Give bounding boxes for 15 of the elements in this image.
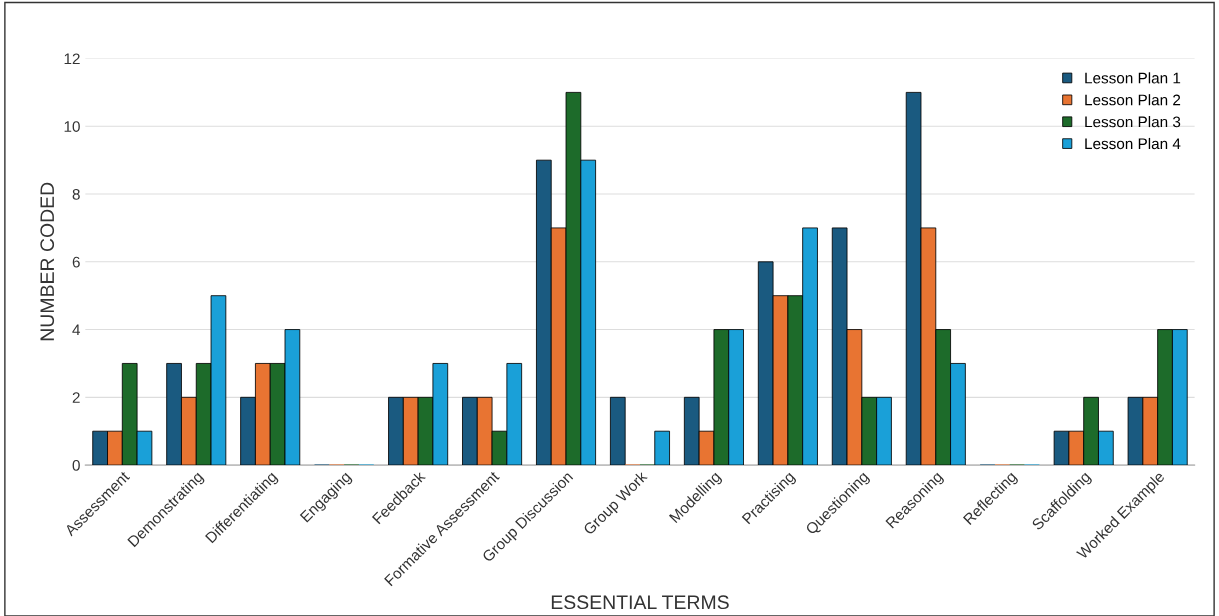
y-tick-label: 10 — [64, 121, 80, 132]
y-tick-label: 12 — [64, 53, 80, 65]
bar — [654, 430, 670, 466]
y-tick-label: 2 — [72, 392, 80, 403]
y-tick-label: 8 — [72, 188, 80, 200]
legend-label: Lesson Plan 1 — [1085, 72, 1181, 84]
y-axis-title: NUMBER CODED — [40, 182, 55, 341]
y-tick-label: 0 — [72, 459, 80, 471]
legend-label: Lesson Plan 3 — [1085, 116, 1181, 128]
y-tick-label: 4 — [72, 324, 81, 336]
legend-label: Lesson Plan 2 — [1085, 94, 1181, 106]
x-axis-title: ESSENTIAL TERMS — [551, 595, 729, 610]
legend-label: Lesson Plan 4 — [1085, 137, 1181, 150]
bar — [609, 396, 626, 466]
y-tick-label: 6 — [72, 256, 80, 268]
